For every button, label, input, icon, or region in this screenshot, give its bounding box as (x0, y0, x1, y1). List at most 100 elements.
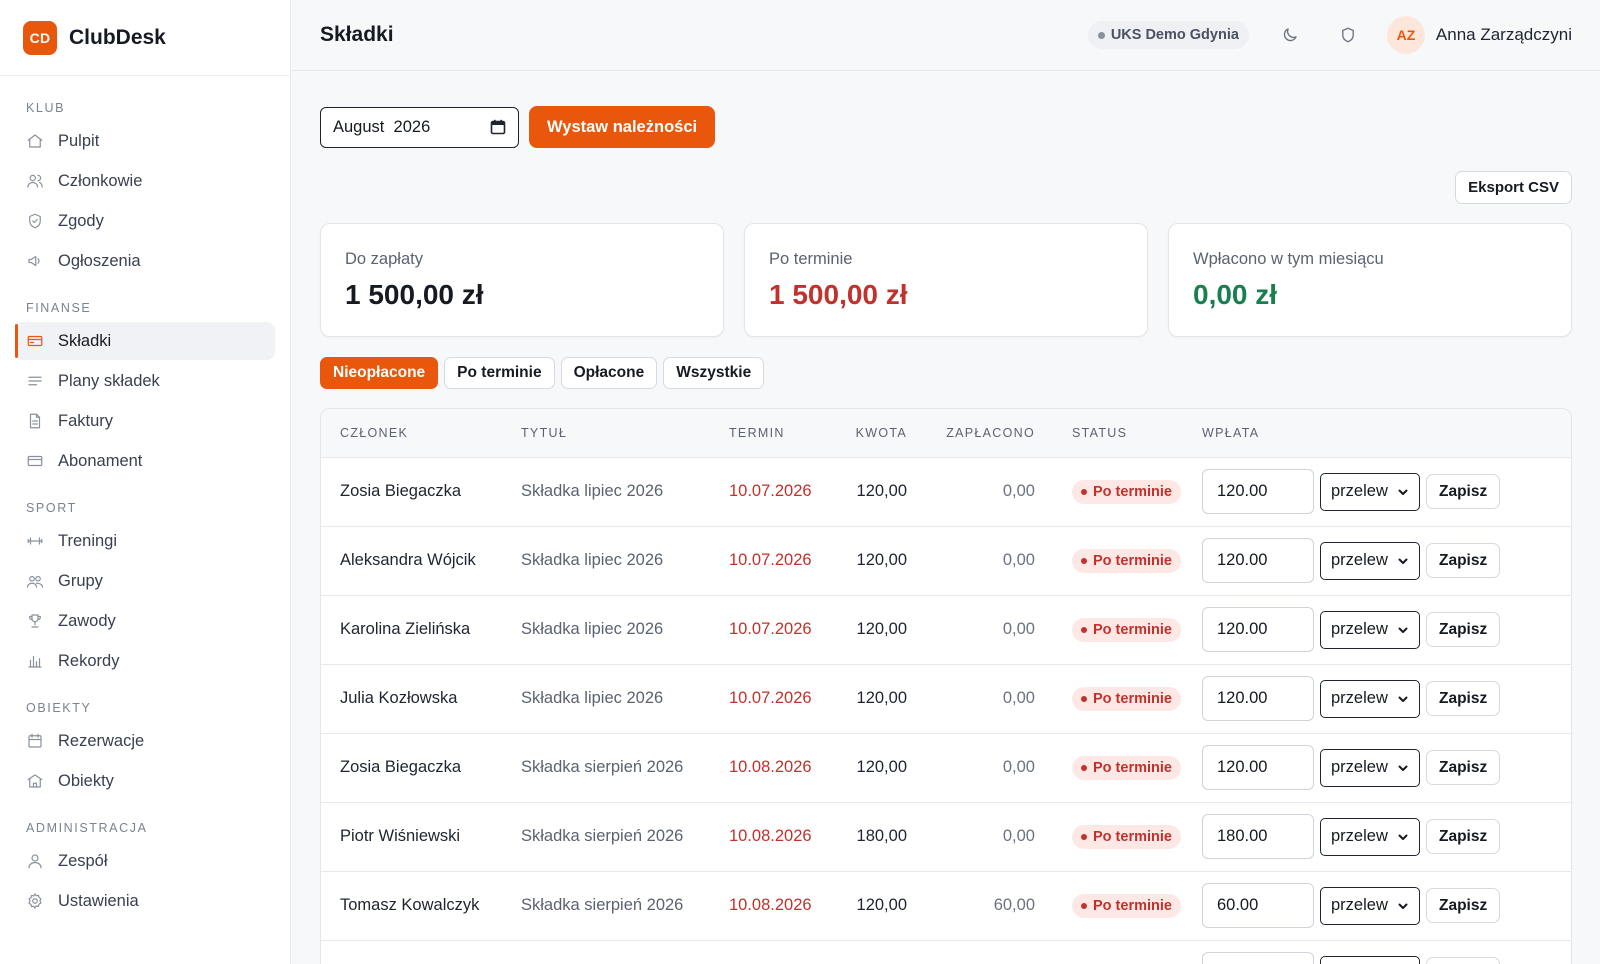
users-icon (26, 172, 44, 190)
sidebar-item-grupy[interactable]: Grupy (15, 562, 275, 600)
chevron-down-icon (1398, 489, 1408, 495)
dark-mode-toggle[interactable] (1273, 18, 1307, 52)
status-text: Po terminie (1093, 897, 1172, 914)
due-date: 10.08.2026 (729, 896, 812, 914)
member-name[interactable]: Karolina Zielińska (340, 620, 471, 638)
payment-amount-input[interactable] (1202, 952, 1314, 964)
save-payment-button[interactable]: Zapisz (1426, 612, 1501, 647)
sidebar-item-label: Rekordy (58, 651, 120, 670)
member-name[interactable]: Tomasz Kowalczyk (340, 896, 480, 914)
month-picker[interactable]: August 2026 (320, 106, 519, 148)
table-row: Piotr Wiśniewski Składka sierpień 2026 1… (321, 802, 1571, 871)
sidebar-item-plany-skladek[interactable]: Plany składek (15, 362, 275, 400)
payment-amount-input[interactable] (1202, 676, 1314, 721)
header-status: STATUS (1072, 425, 1128, 440)
calendar-icon (490, 119, 506, 135)
payment-method-select[interactable]: przelew (1320, 748, 1420, 787)
table-row: Zosia Biegaczka Składka sierpień 2026 10… (321, 733, 1571, 802)
filter-nieoplacone[interactable]: Nieopłacone (320, 357, 439, 389)
member-name[interactable]: Zosia Biegaczka (340, 482, 462, 500)
payment-amount-input[interactable] (1202, 469, 1314, 514)
due-title: Składka sierpień 2026 (521, 758, 684, 776)
sidebar-item-rezerwacje[interactable]: Rezerwacje (15, 722, 275, 760)
stat-label: Do zapłaty (345, 250, 423, 268)
save-payment-button[interactable]: Zapisz (1426, 750, 1501, 785)
issue-dues-button[interactable]: Wystaw należności (529, 106, 716, 148)
header-amount: KWOTA (855, 425, 907, 440)
sidebar-item-pulpit[interactable]: Pulpit (15, 122, 275, 160)
club-badge[interactable]: UKS Demo Gdynia (1087, 21, 1249, 49)
sidebar-item-zespol[interactable]: Zespół (15, 842, 275, 880)
sidebar-item-rekordy[interactable]: Rekordy (15, 642, 275, 680)
save-payment-button[interactable]: Zapisz (1426, 888, 1501, 923)
member-name[interactable]: Julia Kozłowska (340, 689, 458, 707)
filter-oplacone[interactable]: Opłacone (560, 357, 658, 389)
status-cell: Po terminie (1035, 664, 1183, 733)
credit-card-icon (26, 332, 44, 350)
stats-row: Do zapłaty 1 500,00 zł Po terminie 1 500,00… (320, 223, 1572, 337)
payment-method-select[interactable] (1320, 955, 1420, 964)
payment-method-select[interactable]: przelew (1320, 610, 1420, 649)
filter-wszystkie[interactable]: Wszystkie (663, 357, 765, 389)
status-cell: Po terminie (1035, 871, 1183, 940)
main-content: August 2026 Wystaw należności Eksport CS… (292, 71, 1600, 964)
payment-amount-input[interactable] (1202, 745, 1314, 790)
status-text: Po terminie (1093, 621, 1172, 638)
sidebar-item-faktury[interactable]: Faktury (15, 402, 275, 440)
chevron-down-icon (1398, 558, 1408, 564)
payment-amount-input[interactable] (1202, 814, 1314, 859)
payment-cell: przelew Zapisz (1183, 457, 1571, 526)
sidebar-item-ustawienia[interactable]: Ustawienia (15, 882, 275, 920)
payment-method-value: przelew (1331, 758, 1388, 776)
sidebar-item-label: Ogłoszenia (58, 251, 141, 270)
payment-amount-input[interactable] (1202, 538, 1314, 583)
save-payment-button[interactable]: Zapisz (1426, 957, 1501, 964)
save-payment-button[interactable]: Zapisz (1426, 474, 1501, 509)
sidebar-item-ogloszenia[interactable]: Ogłoszenia (15, 242, 275, 280)
filter-po-terminie[interactable]: Po terminie (444, 357, 555, 389)
sidebar-item-czlonkowie[interactable]: Członkowie (15, 162, 275, 200)
sidebar-item-treningi[interactable]: Treningi (15, 522, 275, 560)
payment-method-select[interactable]: przelew (1320, 541, 1420, 580)
save-payment-button[interactable]: Zapisz (1426, 819, 1501, 854)
save-payment-button[interactable]: Zapisz (1426, 543, 1501, 578)
payment-method-select[interactable]: przelew (1320, 886, 1420, 925)
stat-card: Do zapłaty 1 500,00 zł (320, 223, 724, 337)
save-payment-button[interactable]: Zapisz (1426, 681, 1501, 716)
stat-card: Po terminie 1 500,00 zł (744, 223, 1148, 337)
payment-method-value: przelew (1331, 827, 1388, 845)
due-title: Składka lipiec 2026 (521, 689, 664, 707)
card-icon (26, 452, 44, 470)
toolbar: August 2026 Wystaw należności (320, 106, 716, 148)
sidebar-item-skladki[interactable]: Składki (15, 322, 275, 360)
sidebar-item-zgody[interactable]: Zgody (15, 202, 275, 240)
sidebar-item-abonament[interactable]: Abonament (15, 442, 275, 480)
brand[interactable]: CD ClubDesk (0, 0, 290, 76)
member-name[interactable]: Zosia Biegaczka (340, 758, 462, 776)
user-name[interactable]: Anna Zarządczyni (1435, 25, 1572, 44)
payment-amount-input[interactable] (1202, 883, 1314, 928)
stat-card: Wpłacono w tym miesiącu 0,00 zł (1168, 223, 1572, 337)
due-title: Składka lipiec 2026 (521, 482, 664, 500)
header-due: TERMIN (729, 425, 785, 440)
sidebar-item-obiekty[interactable]: Obiekty (15, 762, 275, 800)
payment-cell: przelew Zapisz (1183, 733, 1571, 802)
stat-label: Wpłacono w tym miesiącu (1193, 250, 1384, 268)
payment-amount-input[interactable] (1202, 607, 1314, 652)
member-name[interactable] (321, 940, 502, 964)
payment-method-select[interactable]: przelew (1320, 679, 1420, 718)
avatar[interactable]: AZ (1386, 16, 1425, 54)
due-amount: 120,00 (856, 689, 907, 707)
paid-amount: 0,00 (1002, 551, 1035, 569)
member-name[interactable]: Aleksandra Wójcik (340, 551, 476, 569)
due-title: Składka sierpień 2026 (521, 827, 684, 845)
security-button[interactable] (1331, 18, 1365, 52)
status-text: Po terminie (1093, 552, 1172, 569)
payment-method-select[interactable]: przelew (1320, 817, 1420, 856)
payment-method-select[interactable]: przelew (1320, 472, 1420, 511)
export-csv-button[interactable]: Eksport CSV (1455, 171, 1572, 204)
sidebar-item-zawody[interactable]: Zawody (15, 602, 275, 640)
brand-name: ClubDesk (69, 25, 166, 49)
member-name[interactable]: Piotr Wiśniewski (340, 827, 461, 845)
paid-amount: 0,00 (1002, 827, 1035, 845)
